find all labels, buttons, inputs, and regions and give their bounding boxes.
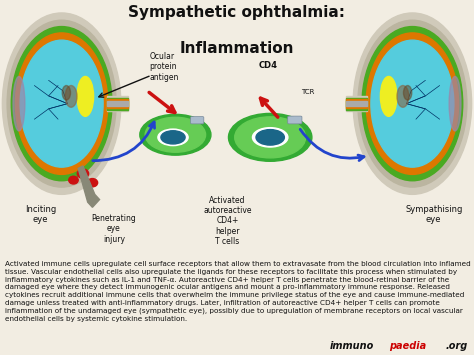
Text: TCR: TCR [301,89,314,95]
Ellipse shape [161,131,185,144]
FancyArrow shape [346,99,367,108]
Text: .org: .org [446,341,468,351]
Ellipse shape [256,130,284,145]
Ellipse shape [380,76,397,116]
Ellipse shape [158,129,188,146]
Ellipse shape [140,114,211,155]
Ellipse shape [235,117,306,158]
Ellipse shape [62,86,71,100]
Ellipse shape [77,169,89,178]
Ellipse shape [449,76,461,131]
FancyBboxPatch shape [191,116,204,124]
Ellipse shape [20,40,103,167]
FancyArrow shape [107,102,128,106]
FancyArrow shape [346,98,367,110]
Ellipse shape [2,13,121,195]
Ellipse shape [87,179,98,187]
Text: Penetrating
eye
injury: Penetrating eye injury [91,214,136,244]
Ellipse shape [397,86,409,107]
Text: Inciting
eye: Inciting eye [25,205,56,224]
Text: CD4: CD4 [258,61,277,70]
Ellipse shape [358,20,467,187]
FancyArrow shape [107,98,128,110]
Ellipse shape [366,33,459,174]
FancyBboxPatch shape [288,116,302,124]
Text: Sympathising
eye: Sympathising eye [405,205,463,224]
Ellipse shape [145,117,206,152]
Ellipse shape [403,86,412,100]
FancyArrow shape [107,99,128,108]
FancyArrow shape [346,97,367,111]
Ellipse shape [371,40,454,167]
Text: Activated
autoreactive
CD4+
helper
T cells: Activated autoreactive CD4+ helper T cel… [203,196,252,246]
Text: immuno: immuno [329,341,374,351]
Ellipse shape [11,27,112,181]
Ellipse shape [228,113,312,161]
Text: Inflammation: Inflammation [180,42,294,56]
Ellipse shape [353,13,472,195]
FancyArrow shape [107,97,128,111]
Text: Ocular
protein
antigen: Ocular protein antigen [149,52,179,82]
Ellipse shape [15,33,108,174]
Ellipse shape [65,86,77,107]
FancyArrow shape [346,102,367,106]
Ellipse shape [13,76,25,131]
Ellipse shape [69,176,78,184]
Text: Sympathetic ophthalmia:: Sympathetic ophthalmia: [128,5,346,20]
Ellipse shape [362,27,463,181]
Polygon shape [78,166,100,207]
Text: paedia: paedia [389,341,426,351]
Ellipse shape [253,128,288,147]
Text: Activated immune cells upregulate cell surface receptors that allow them to extr: Activated immune cells upregulate cell s… [5,261,471,322]
Ellipse shape [77,76,94,116]
Ellipse shape [7,20,116,187]
